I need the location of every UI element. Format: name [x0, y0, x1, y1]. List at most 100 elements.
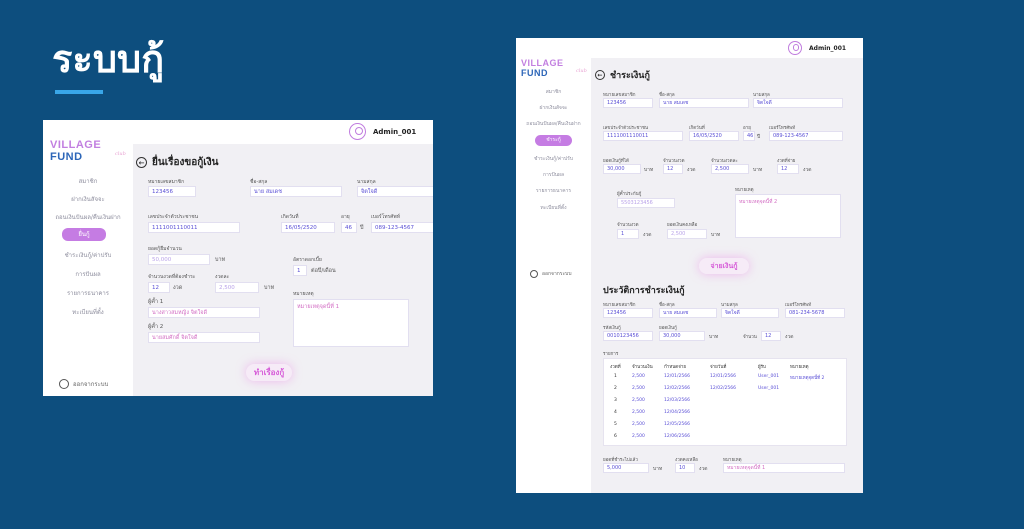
label-interest: อัตราดอกเบี้ย — [293, 257, 322, 263]
submit-loan-button[interactable]: ทำเรื่องกู้ — [246, 364, 292, 381]
h-nickname-field[interactable]: จิตใจดี — [721, 308, 779, 318]
per-inst-field[interactable]: 2,500 — [215, 282, 259, 293]
table-cell: 12/01/2566 — [664, 374, 690, 379]
menu-item-deposit[interactable]: ฝากเงินสัจจะ — [539, 105, 568, 111]
avatar-icon[interactable] — [349, 123, 366, 140]
installments-field[interactable]: 12 — [148, 282, 170, 293]
paid-inst-field[interactable]: 1 — [617, 229, 639, 239]
history-table: งวดที่ จำนวนเงิน กำหนดจ่าย จ่ายวันที่ ผู… — [603, 358, 847, 446]
menu-item-bank[interactable]: รายการธนาคาร — [535, 188, 572, 194]
logo-sub: club — [576, 68, 587, 74]
menu-item-members[interactable]: สมาชิก — [78, 178, 98, 185]
back-arrow-icon[interactable]: ← — [595, 70, 605, 80]
interest-field[interactable]: 1 — [293, 265, 307, 276]
col-header: กำหนดจ่าย — [664, 365, 687, 370]
menu-item-repay[interactable]: ชำระเงินกู้/ค่าปรับ — [64, 252, 112, 259]
guarantor-2-field[interactable]: นายสมศักดิ์ จิตใจดี — [148, 332, 260, 343]
avatar-icon[interactable] — [788, 41, 802, 55]
menu-item-repay[interactable]: ชำระกู้ — [535, 135, 572, 146]
h-name-field[interactable]: นาย สมเดช — [659, 308, 717, 318]
back-arrow-icon[interactable]: ← — [136, 157, 147, 168]
paid-field[interactable]: 12 — [777, 164, 799, 174]
label-remark: หมายเหตุ — [735, 188, 754, 193]
amount-field[interactable]: 50,000 — [148, 254, 210, 265]
menu-item-members[interactable]: สมาชิก — [545, 89, 562, 95]
menu-item-dividend[interactable]: การปันผล — [75, 271, 101, 278]
h-amount-unit: บาท — [709, 334, 719, 340]
h-table-label: รายการ — [603, 352, 619, 357]
member-no-field[interactable]: 123456 — [148, 186, 196, 197]
table-cell: 2,500 — [632, 398, 645, 403]
h-member-no-field[interactable]: 123456 — [603, 308, 653, 318]
menu-item-bank[interactable]: รายการธนาคาร — [66, 290, 110, 297]
age-field[interactable]: 46 — [743, 131, 755, 141]
menu-item-loan[interactable]: ชำระเงินกู้/ค่าปรับ — [533, 156, 574, 162]
logout-label: ออกจากระบบ — [542, 271, 572, 277]
label-id-card: เลขประจำตัวประชาชน — [148, 214, 199, 220]
age-unit: ปี — [360, 225, 364, 231]
remark-field[interactable]: หมายเหตุจุดนี้ที่ 2 — [735, 194, 841, 238]
table-cell: 12/06/2566 — [664, 434, 690, 439]
menu-item-loan-request[interactable]: ยื่นกู้ — [62, 228, 106, 241]
sidebar: VILLAGE FUND club สมาชิก ฝากเงินสัจจะ ถอ… — [516, 38, 591, 493]
amount-field[interactable]: 30,000 — [603, 164, 641, 174]
birth-field[interactable]: 16/05/2520 — [689, 131, 739, 141]
h-phone-field[interactable]: 081-234-5678 — [785, 308, 845, 318]
member-no-field[interactable]: 123456 — [603, 98, 653, 108]
phone-field[interactable]: 089-123-4567 — [769, 131, 843, 141]
guarantor-1-field[interactable]: นางสาวสมหญิง จิตใจดี — [148, 307, 260, 318]
label-paid: งวดที่จ่าย — [777, 159, 796, 164]
menu-item-deposit[interactable]: ฝากเงินสัจจะ — [71, 196, 105, 203]
phone-field[interactable]: 089-123-4567 — [371, 222, 433, 233]
remark-field[interactable]: หมายเหตุจุดนี้ที่ 1 — [293, 299, 409, 347]
label-amount: ยอดเงินกู้ที่ได้ — [603, 159, 629, 164]
logout-button[interactable]: ออกจากระบบ — [530, 270, 572, 278]
h-remark-field[interactable]: หมายเหตุจุดนี้ที่ 1 — [723, 463, 845, 473]
menu-item-dividend[interactable]: การปันผล — [542, 172, 565, 178]
h-label-total: ยอดที่ชำระไปแล้ว — [603, 458, 638, 463]
pay-loan-button[interactable]: จ่ายเงินกู้ — [699, 258, 749, 274]
amount-unit: บาท — [644, 167, 654, 173]
menu-item-withdraw[interactable]: ถอนเงินปันผล/คืนเงินฝาก — [55, 214, 121, 221]
h-amount-field[interactable]: 30,000 — [659, 331, 705, 341]
label-age: อายุ — [743, 126, 751, 131]
h-label-remark: หมายเหตุ — [723, 458, 742, 463]
inst-field[interactable]: 12 — [663, 164, 683, 174]
per-inst-field[interactable]: 2,500 — [711, 164, 749, 174]
menu-item-report[interactable]: ทะเบียนที่ตั้ง — [540, 205, 567, 211]
label-name: ชื่อ-สกุล — [659, 93, 675, 98]
logout-button[interactable]: ออกจากระบบ — [59, 379, 108, 389]
balance-field[interactable]: 2,500 — [667, 229, 707, 239]
table-cell: 12/02/2566 — [664, 386, 690, 391]
id-card-field[interactable]: 1111001110011 — [603, 131, 683, 141]
label-balance: ยอดเงินคงเหลือ — [667, 223, 698, 228]
page-title: ← ยื่นเรื่องขอกู้เงิน — [136, 155, 218, 170]
h-label-remaining: งวดคงเหลือ — [675, 458, 698, 463]
h-loan-no-field[interactable]: 0010123456 — [603, 331, 653, 341]
menu-item-withdraw[interactable]: ถอนเงินปันผล/คืนเงินฝาก — [526, 121, 581, 127]
nickname-field[interactable]: จิตใจดี — [357, 186, 433, 197]
h-total-field[interactable]: 5,000 — [603, 463, 649, 473]
name-field[interactable]: นาย สมเดช — [659, 98, 749, 108]
label-member-no: หมายเลขสมาชิก — [148, 179, 185, 185]
interest-unit: ต่อปี/เดือน — [311, 268, 336, 274]
table-cell: 5 — [614, 422, 617, 427]
page-title-text: ยื่นเรื่องขอกู้เงิน — [152, 157, 219, 168]
menu-item-report[interactable]: ทะเบียนที่ตั้ง — [72, 309, 104, 316]
table-cell: 2,500 — [632, 374, 645, 379]
col-header: ผู้รับ — [758, 365, 766, 370]
h-inst-field[interactable]: 12 — [761, 331, 781, 341]
guarantor-field[interactable]: 5503123456 — [617, 198, 675, 208]
age-field[interactable]: 46 — [341, 222, 357, 233]
logo: VILLAGE FUND — [50, 139, 102, 163]
id-card-field[interactable]: 1111001110011 — [148, 222, 240, 233]
birth-field[interactable]: 16/05/2520 — [281, 222, 335, 233]
logout-icon — [59, 379, 69, 389]
loan-repay-screen: VILLAGE FUND club สมาชิก ฝากเงินสัจจะ ถอ… — [516, 38, 863, 493]
table-cell: 12/04/2566 — [664, 410, 690, 415]
nickname-field[interactable]: จิตใจดี — [753, 98, 843, 108]
per-inst-unit: บาท — [753, 167, 763, 173]
name-field[interactable]: นาย สมเดช — [250, 186, 342, 197]
h-remaining-field[interactable]: 10 — [675, 463, 695, 473]
col-header: จ่ายวันที่ — [710, 365, 727, 370]
